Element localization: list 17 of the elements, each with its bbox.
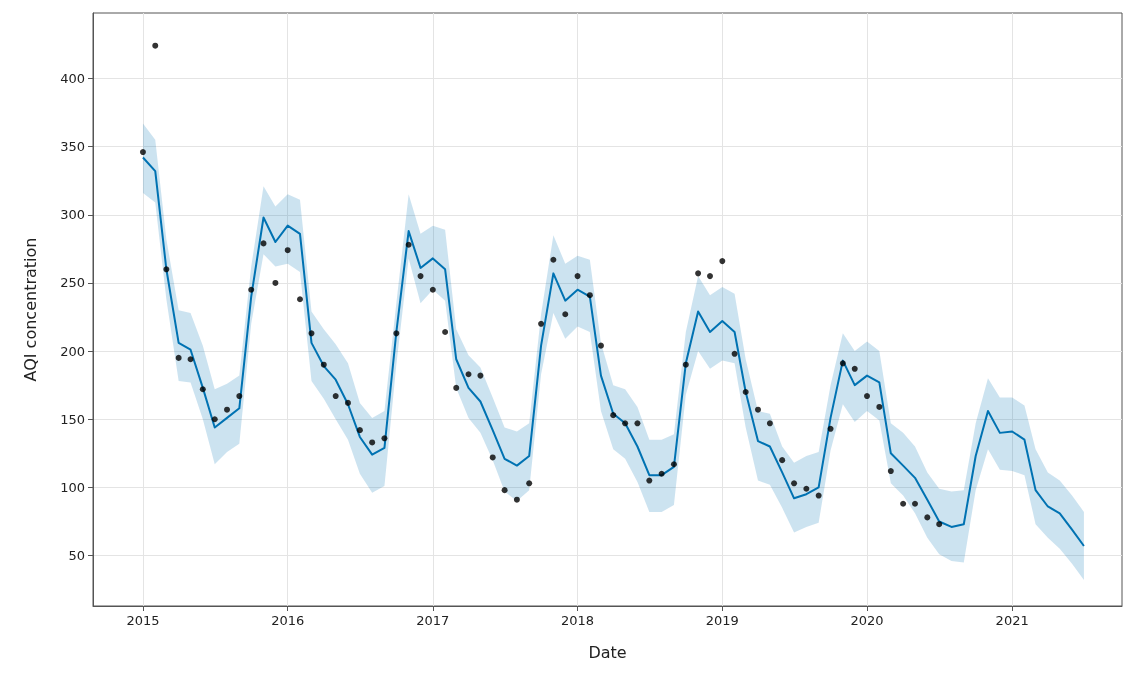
x-tick-label: 2021 <box>995 613 1029 628</box>
x-tick-label: 2018 <box>561 613 595 628</box>
x-tick-label: 2016 <box>271 613 305 628</box>
y-tick-label: 400 <box>60 70 85 86</box>
x-axis-title: Date <box>588 642 627 662</box>
y-tick-label: 150 <box>60 411 85 427</box>
x-tick-label: 2019 <box>705 613 739 628</box>
y-tick-label: 300 <box>60 207 85 223</box>
x-tick-label: 2017 <box>416 613 450 628</box>
y-axis-title: AQI concentration <box>20 237 40 382</box>
x-tick-label: 2015 <box>126 613 160 628</box>
y-tick-label: 100 <box>60 479 85 495</box>
y-tick-label: 350 <box>60 139 85 155</box>
y-tick-label: 250 <box>60 275 85 291</box>
y-tick-label: 50 <box>68 548 85 564</box>
x-tick-label: 2020 <box>850 613 884 628</box>
y-tick-label: 200 <box>60 343 85 359</box>
